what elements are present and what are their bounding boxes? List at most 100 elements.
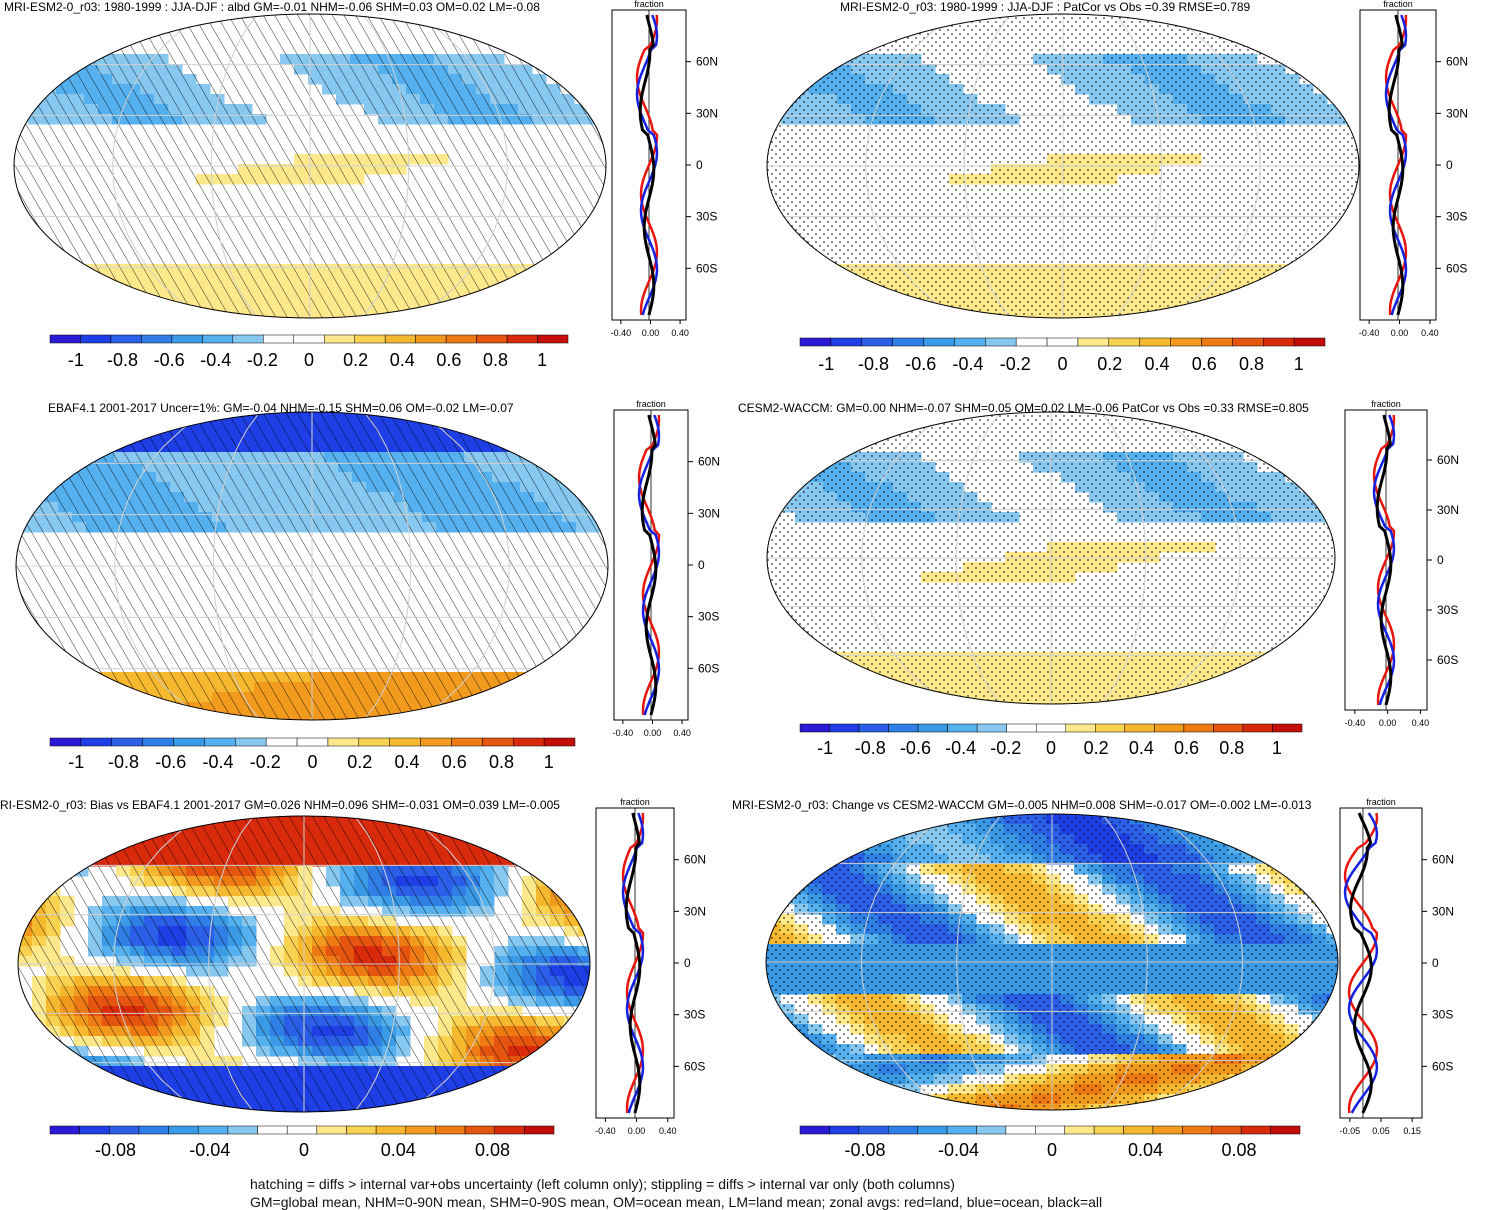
lat-label: 0: [698, 558, 705, 572]
colorbar-label: -0.2: [990, 738, 1021, 758]
panel-title: RI-ESM2-0_r03: Bias vs EBAF4.1 2001-2017…: [0, 798, 560, 812]
zonal-curve-ocean: [635, 14, 659, 316]
zonal-mean-plot: fraction 60N 30N 0 30S 60S -0.40 0.00 0.40: [1359, 0, 1468, 338]
colorbar-label: -0.8: [108, 752, 139, 772]
lat-label: 0: [1432, 956, 1439, 970]
zonal-tick-label: 0.00: [1379, 718, 1397, 728]
zonal-tick-label: -0.40: [1359, 328, 1380, 338]
lat-label: 60N: [1432, 853, 1454, 867]
colorbar-label: 0.6: [436, 350, 461, 370]
map-outline: [766, 411, 1336, 705]
lat-label: 60N: [684, 853, 706, 867]
colorbar-label: -0.6: [900, 738, 931, 758]
lat-label: 60S: [1432, 1059, 1453, 1073]
colorbar-label: -0.6: [155, 752, 186, 772]
colorbar-label: -0.04: [938, 1140, 979, 1160]
colorbar-label: -0.4: [952, 354, 983, 374]
lat-label: 60N: [698, 455, 720, 469]
panel-change-vs-cesm2: MRI-ESM2-0_r03: Change vs CESM2-WACCM GM…: [732, 796, 1500, 1176]
lat-label: 30N: [1446, 106, 1468, 120]
zonal-mean-plot: fraction 60N 30N 0 30S 60S -0.05 0.05 0.15: [1339, 797, 1454, 1136]
lat-label: 30N: [684, 904, 706, 918]
zonal-tick-label: 0.00: [644, 728, 662, 738]
lat-label: 30S: [1437, 603, 1458, 617]
map-outline: [17, 815, 591, 1113]
colorbar-label: -0.2: [1000, 354, 1031, 374]
colorbar-label: -1: [68, 752, 84, 772]
colorbar: -1 -0.8 -0.6 -0.4 -0.2 0 0.2 0.4 0.6 0.8 1: [49, 737, 576, 772]
lat-label: 0: [1446, 158, 1453, 172]
zonal-curve-land: [635, 14, 659, 316]
lat-label: 60N: [696, 55, 718, 69]
lat-label: 60S: [684, 1059, 705, 1073]
panel-bias-vs-ebaf: RI-ESM2-0_r03: Bias vs EBAF4.1 2001-2017…: [0, 796, 750, 1176]
lat-label: 60N: [1446, 55, 1468, 69]
colorbar-label: 0.4: [394, 752, 419, 772]
colorbar: -1 -0.8 -0.6 -0.4 -0.2 0 0.2 0.4 0.6 0.8 1: [799, 723, 1303, 758]
colorbar: -0.08 -0.04 0 0.04 0.08: [799, 1125, 1301, 1160]
zonal-tick-label: -0.40: [611, 328, 632, 338]
colorbar-label: 1: [537, 350, 547, 370]
zonal-tick-label: 0.15: [1403, 1126, 1421, 1136]
colorbar-label: -1: [68, 350, 84, 370]
lat-label: 0: [684, 956, 691, 970]
zonal-curve-all: [1349, 812, 1373, 1114]
footer-legend-line-1: hatching = diffs > internal var+obs unce…: [250, 1176, 955, 1192]
panel-title: CESM2-WACCM: GM=0.00 NHM=-0.07 SHM=0.05 …: [738, 401, 1309, 415]
colorbar-label: 1: [544, 752, 554, 772]
colorbar-label: -0.8: [855, 738, 886, 758]
map-field: [766, 814, 1338, 1110]
colorbar-label: 0.6: [442, 752, 467, 772]
lat-label: 30S: [684, 1008, 705, 1022]
map-outline: [766, 13, 1360, 319]
map-field: [16, 412, 608, 720]
colorbar-label: -1: [817, 738, 833, 758]
zonal-tick-label: 0.00: [1391, 328, 1409, 338]
colorbar-label: 0.4: [390, 350, 415, 370]
footer-legend-line-2: GM=global mean, NHM=0-90N mean, SHM=0-90…: [250, 1194, 1103, 1210]
colorbar-label: 0.04: [1128, 1140, 1163, 1160]
zonal-curve-land: [621, 812, 645, 1114]
colorbar-label: 0.8: [1219, 738, 1244, 758]
zonal-curve-land: [1343, 812, 1379, 1114]
zonal-tick-label: 0.40: [671, 328, 689, 338]
panel-title: MRI-ESM2-0_r03: Change vs CESM2-WACCM GM…: [732, 798, 1312, 812]
zonal-tick-label: 0.00: [628, 1126, 646, 1136]
colorbar-label: -0.4: [202, 752, 233, 772]
colorbar-label: 0: [1046, 738, 1056, 758]
lat-label: 30N: [698, 506, 720, 520]
zonal-curve-ocean: [1384, 14, 1408, 316]
zonal-curve-all: [638, 14, 656, 316]
colorbar-label: 0.2: [347, 752, 372, 772]
lat-label: 30S: [1446, 210, 1467, 224]
colorbar-label: -0.6: [154, 350, 185, 370]
colorbar: -1 -0.8 -0.6 -0.4 -0.2 0 0.2 0.4 0.6 0.8 1: [49, 334, 569, 370]
colorbar-label: 1: [1294, 354, 1304, 374]
map-outline: [13, 13, 607, 319]
zonal-curve-ocean: [621, 812, 645, 1114]
zonal-tick-label: -0.05: [1340, 1126, 1361, 1136]
map-field: [767, 412, 1335, 704]
panel-cesm2-waccm: CESM2-WACCM: GM=0.00 NHM=-0.07 SHM=0.05 …: [738, 398, 1500, 783]
colorbar-label: -0.08: [95, 1140, 136, 1160]
colorbar: -1 -0.8 -0.6 -0.4 -0.2 0 0.2 0.4 0.6 0.8 1: [799, 337, 1326, 374]
colorbar-label: 0: [1047, 1140, 1057, 1160]
colorbar-label: 0.8: [1239, 354, 1264, 374]
colorbar-label: -0.04: [189, 1140, 230, 1160]
zonal-curve-all: [624, 812, 642, 1114]
zonal-axis-title: fraction: [1371, 399, 1401, 409]
zonal-tick-label: -0.40: [613, 728, 634, 738]
colorbar-label: 0.08: [1221, 1140, 1256, 1160]
zonal-tick-label: 0.05: [1372, 1126, 1390, 1136]
colorbar-label: 1: [1272, 738, 1282, 758]
lat-label: 0: [1437, 553, 1444, 567]
lat-label: 30N: [1437, 503, 1459, 517]
colorbar-label: -0.4: [200, 350, 231, 370]
colorbar-label: 0.6: [1174, 738, 1199, 758]
panel-ebaf-observations: EBAF4.1 2001-2017 Uncer=1%: GM=-0.04 NHM…: [0, 398, 750, 783]
map-field: [767, 14, 1359, 318]
